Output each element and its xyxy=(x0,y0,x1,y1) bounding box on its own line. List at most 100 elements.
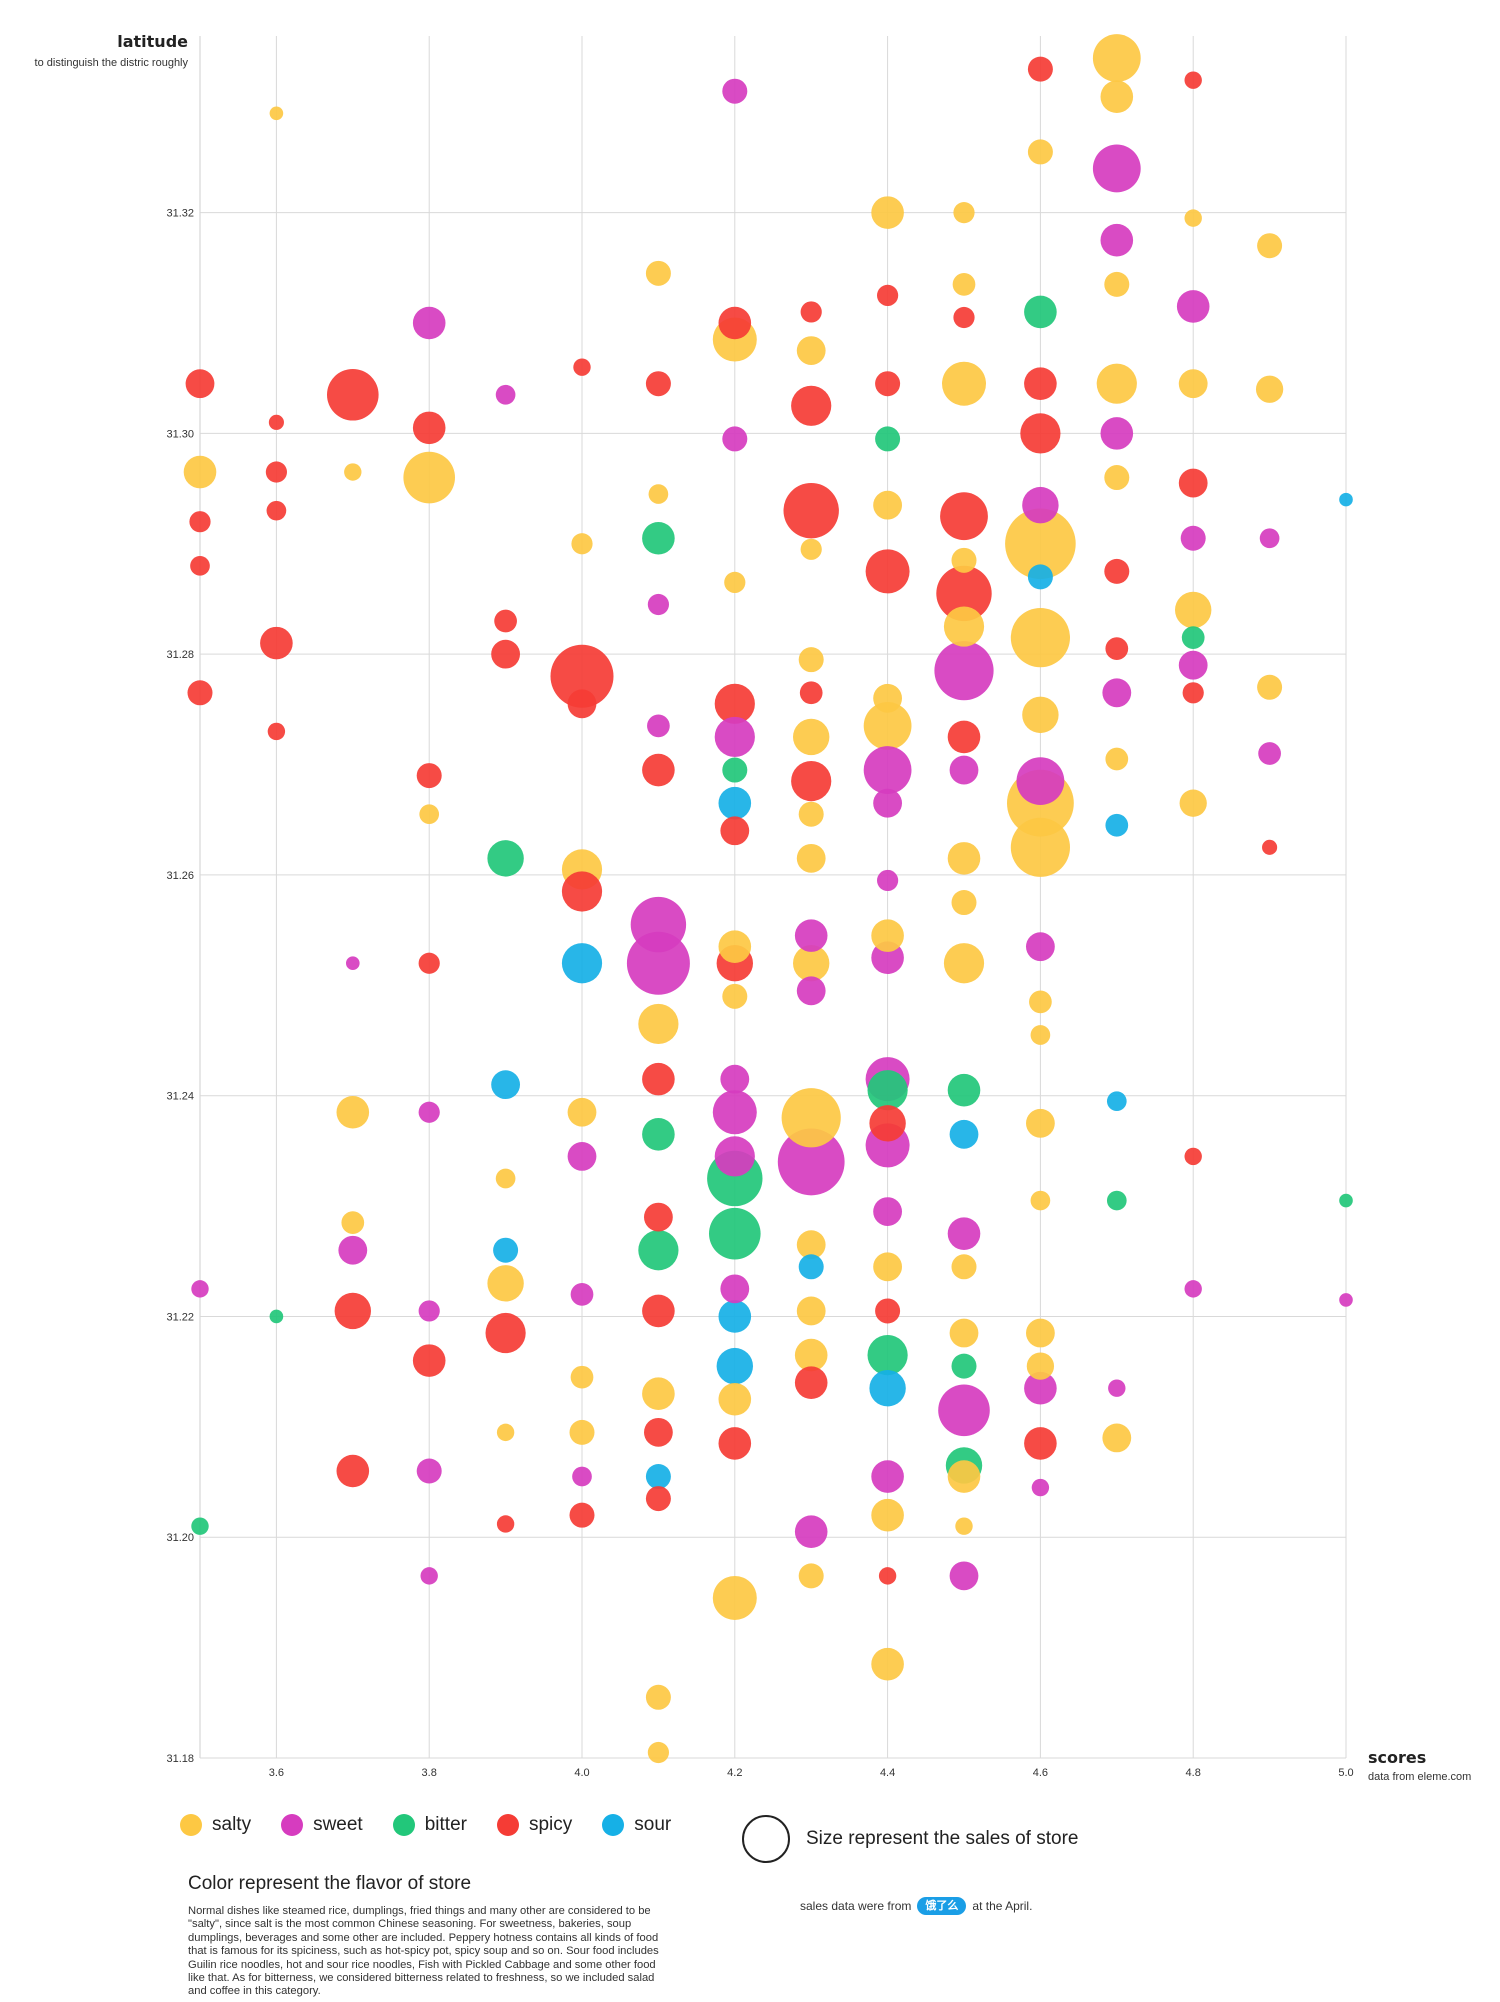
data-point-salty xyxy=(183,455,217,489)
data-point-sweet xyxy=(1339,1293,1353,1307)
data-point-spicy xyxy=(573,358,591,376)
data-point-sweet xyxy=(418,1101,440,1123)
data-point-salty xyxy=(873,490,902,520)
data-point-sweet xyxy=(630,896,687,953)
y-axis-title: latitude xyxy=(117,32,188,51)
legend-label-sour: sour xyxy=(634,1814,672,1835)
data-point-spicy xyxy=(569,1502,595,1528)
data-point-salty xyxy=(1255,375,1284,403)
data-point-spicy xyxy=(1105,637,1129,660)
data-point-sour xyxy=(1106,1091,1127,1112)
axis-ticks: 3.6 3.8 4.0 4.2 4.4 4.6 4.8 5.0 31.18 31.20 31.22 3… xyxy=(166,208,1353,1779)
data-point-spicy xyxy=(783,482,839,539)
data-point-sweet xyxy=(1178,650,1208,680)
data-point-spicy xyxy=(869,1105,906,1142)
data-point-salty xyxy=(873,1252,902,1282)
data-point-salty xyxy=(796,336,826,365)
data-point-salty xyxy=(1102,1423,1132,1453)
data-point-spicy xyxy=(412,1344,446,1377)
x-tick-label: 4.2 xyxy=(727,1767,742,1779)
data-point-spicy xyxy=(496,1515,515,1533)
data-point-salty xyxy=(951,1254,977,1280)
legend-item-salty: salty xyxy=(180,1814,251,1836)
data-point-spicy xyxy=(791,385,832,426)
data-point-sweet xyxy=(626,931,690,995)
data-point-spicy xyxy=(718,1427,752,1460)
data-point-salty xyxy=(336,1095,370,1129)
data-point-salty xyxy=(712,1575,757,1620)
data-point-bitter xyxy=(191,1517,209,1535)
x-axis-title: scores xyxy=(1368,1748,1427,1767)
data-point-bitter xyxy=(951,1353,977,1379)
data-point-salty xyxy=(495,1168,516,1189)
data-point-bitter xyxy=(642,1118,675,1151)
y-tick-label: 31.24 xyxy=(166,1091,194,1103)
data-point-salty xyxy=(648,484,669,504)
data-point-sour xyxy=(1339,492,1353,507)
data-point-spicy xyxy=(266,500,287,521)
data-point-salty xyxy=(863,702,912,750)
legend-label-spicy: spicy xyxy=(528,1814,573,1835)
data-point-salty xyxy=(871,1647,904,1681)
data-point-sweet xyxy=(495,384,516,405)
data-point-salty xyxy=(798,647,824,673)
data-point-salty xyxy=(718,1382,752,1416)
data-point-salty xyxy=(638,1003,679,1045)
data-point-salty xyxy=(794,1338,828,1372)
size-legend-circle xyxy=(742,1815,790,1863)
size-legend: Size represent the sales of store xyxy=(742,1815,1078,1863)
data-point-bitter xyxy=(1024,295,1057,329)
data-point-spicy xyxy=(334,1292,371,1330)
data-point-spicy xyxy=(875,371,901,397)
x-tick-label: 3.6 xyxy=(269,1767,284,1779)
data-point-salty xyxy=(793,718,830,756)
data-point-sweet xyxy=(1102,678,1132,708)
data-point-salty xyxy=(344,463,362,481)
data-point-spicy xyxy=(953,306,975,329)
data-point-sweet xyxy=(949,1561,979,1591)
data-point-sweet xyxy=(794,919,828,952)
data-point-sweet xyxy=(873,788,902,818)
y-axis-label: latitude to distinguish the distric roug… xyxy=(20,32,188,69)
y-tick-label: 31.18 xyxy=(166,1753,194,1765)
data-point-salty xyxy=(1104,271,1130,297)
data-point-spicy xyxy=(327,368,379,421)
data-point-salty xyxy=(953,202,975,224)
legend-label-salty: salty xyxy=(212,1814,252,1835)
data-point-salty xyxy=(796,843,826,873)
data-point-salty xyxy=(642,1377,675,1411)
data-point-spicy xyxy=(1020,413,1061,454)
data-point-spicy xyxy=(1262,839,1278,855)
data-point-salty xyxy=(942,361,986,406)
data-point-salty xyxy=(269,106,284,121)
data-point-spicy xyxy=(645,1486,671,1512)
data-point-spicy xyxy=(267,722,286,741)
data-point-sour xyxy=(949,1119,979,1149)
data-point-salty xyxy=(955,1517,973,1535)
data-point-sweet xyxy=(418,1300,440,1322)
salty-swatch xyxy=(180,1814,202,1836)
data-point-spicy xyxy=(645,371,671,397)
data-point-salty xyxy=(1026,1108,1055,1138)
data-point-spicy xyxy=(1024,367,1057,401)
data-point-salty xyxy=(647,1741,670,1764)
data-point-salty xyxy=(1257,233,1283,259)
data-point-salty xyxy=(796,1296,826,1326)
color-legend: salty sweet bitter spicy sour xyxy=(180,1814,701,1836)
data-point-sweet xyxy=(1031,1478,1050,1497)
x-axis-label: scores data from eleme.com xyxy=(1368,1748,1480,1783)
data-point-sweet xyxy=(1016,757,1065,805)
data-point-salty xyxy=(722,983,748,1009)
data-point-salty xyxy=(1026,1352,1055,1380)
data-point-sweet xyxy=(947,1217,981,1250)
data-point-spicy xyxy=(878,1567,897,1585)
data-point-spicy xyxy=(1184,1147,1202,1166)
data-point-sweet xyxy=(722,426,748,452)
data-point-salty xyxy=(1010,607,1070,668)
data-point-salty xyxy=(947,842,981,875)
bitter-swatch xyxy=(392,1814,415,1836)
legend-item-spicy: spicy xyxy=(496,1814,573,1836)
data-point-spicy xyxy=(936,565,992,622)
data-point-bitter xyxy=(722,757,748,783)
legend-item-bitter: bitter xyxy=(392,1814,467,1836)
